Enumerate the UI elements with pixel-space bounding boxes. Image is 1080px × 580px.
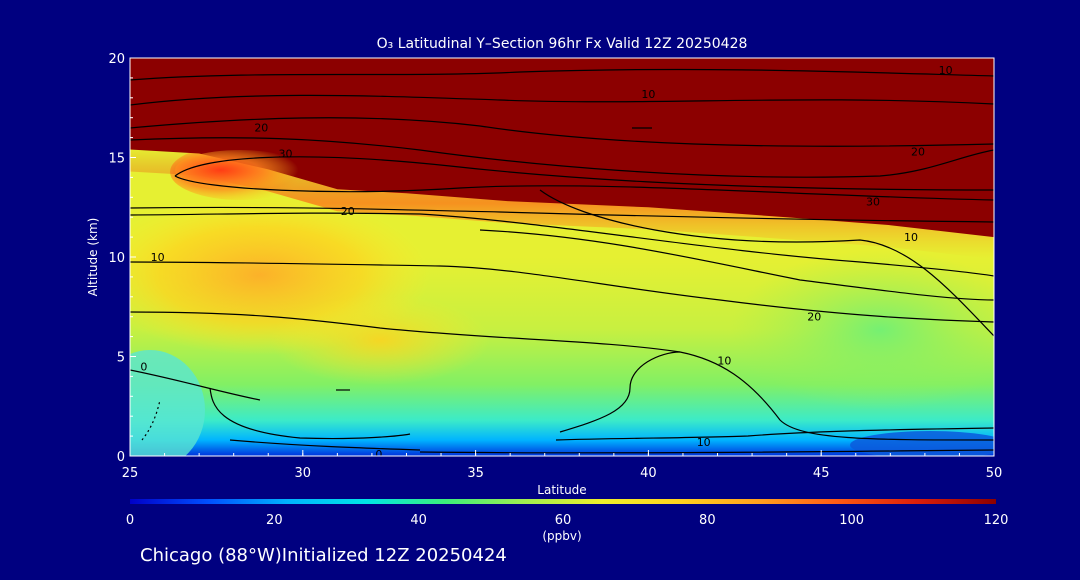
x-axis-label: Latitude [537,483,586,497]
contour-line [229,439,421,451]
y-axis: 0 5 10 15 20 [108,52,136,465]
contour-line [419,449,994,454]
plot-area: 10 10 20 20 30 30 20 10 10 20 10 0 10 0 [130,58,994,461]
contour-line-dotted [141,399,161,441]
contour-line [559,351,681,433]
footer-initialization: Chicago (88°W)Initialized 12Z 20250424 [140,545,507,566]
contour-label: 20 [807,311,821,324]
contour-label: 10 [697,436,711,449]
contour-label: 0 [375,448,382,461]
y-tick-label: 5 [117,351,125,366]
contour-label: 10 [717,354,731,367]
contour-line [209,387,411,440]
contour-line [130,117,994,147]
contour-line [130,137,994,178]
y-tick-label: 0 [117,450,125,465]
contour-line [539,189,994,337]
contour-label: 30 [866,195,880,208]
colorbar-tick-label: 20 [266,513,283,528]
colorbar-tick-label: 0 [126,513,134,528]
colorbar-unit: (ppbv) [542,529,581,543]
contour-lines [130,68,994,454]
colorbar-tick-label: 40 [410,513,427,528]
contour-line [555,427,994,441]
colorbar-tick-label: 120 [984,513,1009,528]
field-blue-surface-right [850,431,994,456]
contour-labels: 10 10 20 20 30 30 20 10 10 20 10 0 10 0 [140,64,953,461]
contour-line [130,212,994,277]
contour-line [174,156,994,191]
colorbar-ticks: 0 20 40 60 80 100 120 [126,513,1009,528]
x-tick-label: 35 [467,466,484,481]
field-warm-region-mid [270,295,490,385]
y-axis-label: Altitude (km) [86,218,100,297]
contour-label: 10 [641,88,655,101]
contour-line [130,94,994,106]
contour-line [174,175,994,201]
y-tick-label: 10 [108,251,125,266]
colorbar-tick-label: 80 [699,513,716,528]
colorbar-tick-label: 100 [839,513,864,528]
colorbar [130,499,996,504]
x-tick-label: 45 [813,466,830,481]
contour-label: 20 [911,146,925,159]
contour-line [479,229,994,301]
y-tick-label: 20 [108,52,125,67]
contour-label: 0 [140,360,147,373]
contour-label: 10 [939,64,953,77]
contour-label: 10 [151,251,165,264]
x-axis: 25 30 35 40 45 50 [122,450,1003,481]
field-cyan-region-left [130,350,205,456]
x-tick-label: 50 [986,466,1003,481]
contour-line [130,206,994,223]
x-tick-label: 30 [295,466,312,481]
contour-label: 10 [904,231,918,244]
field-hot-tongue [175,150,305,190]
contour-line [130,369,261,401]
contour-label: 30 [279,148,293,161]
x-tick-label: 40 [640,466,657,481]
colorbar-tick-label: 60 [555,513,572,528]
contour-label: 20 [341,205,355,218]
x-tick-label: 25 [122,466,139,481]
field-green-region-right [730,250,994,410]
y-tick-label: 15 [108,152,125,167]
contour-line [130,68,994,81]
contour-line [130,261,994,323]
chart-title: O₃ Latitudinal Y–Section 96hr Fx Valid 1… [377,36,748,52]
contour-label: 20 [254,122,268,135]
